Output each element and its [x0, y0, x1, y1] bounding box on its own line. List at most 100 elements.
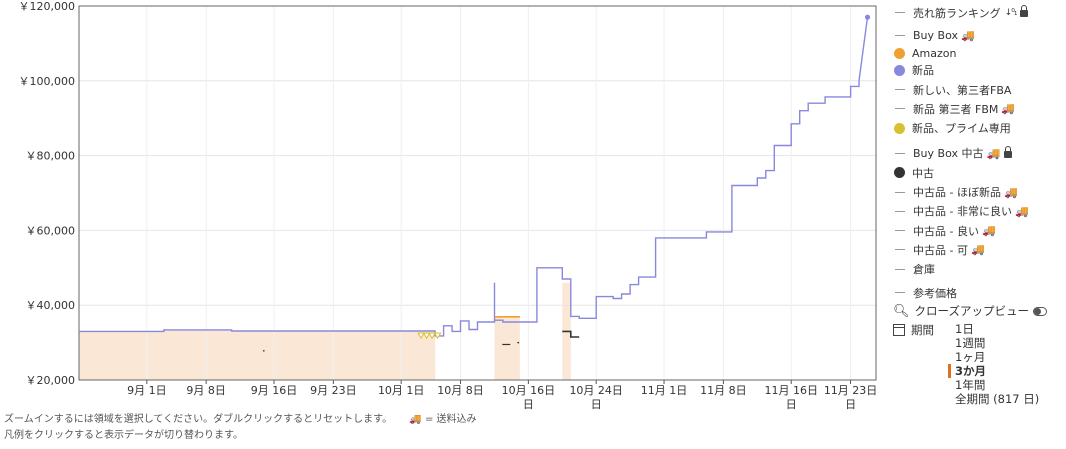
- prime-marker: [417, 332, 425, 340]
- price-fill-area: [494, 316, 520, 380]
- legend-new[interactable]: 新品: [893, 61, 1063, 80]
- prime-dot-icon: [894, 122, 905, 134]
- sort-icon: ↓⁰₁: [1004, 7, 1018, 18]
- y-tick-label: ￥100,000: [19, 75, 76, 88]
- series-line-used: [562, 330, 580, 338]
- period-1-week[interactable]: 1週間: [955, 336, 986, 350]
- legend-warehouse[interactable]: 倉庫: [893, 260, 1063, 279]
- legend-list-price[interactable]: 参考価格: [893, 283, 1063, 302]
- legend-sales-rank[interactable]: 売れ筋ランキング ↓⁰₁: [893, 3, 1063, 22]
- lock-icon: [1020, 5, 1029, 18]
- x-tick-label: 10月 24日: [569, 384, 623, 397]
- x-tick-label-wrap: 日: [786, 398, 797, 411]
- legend-used-like-new-label: 中古品 - ほぼ新品: [913, 186, 1001, 200]
- dash-icon: [895, 191, 905, 193]
- x-tick-label: 11月 23日: [824, 384, 878, 397]
- x-tick-label: 10月 1日: [378, 384, 425, 397]
- legend-warehouse-label: 倉庫: [913, 263, 935, 277]
- used-price-mark: [262, 349, 265, 352]
- y-tick-label: ￥120,000: [19, 0, 76, 13]
- y-tick-label: ￥40,000: [26, 299, 76, 312]
- x-tick-label: 11月 1日: [641, 384, 688, 397]
- dash-icon: [895, 35, 905, 37]
- new-dot-icon: [894, 64, 905, 76]
- legend-used-very-good-label: 中古品 - 非常に良い: [913, 205, 1012, 219]
- series-line-new: [79, 17, 869, 337]
- legend-used-good[interactable]: 中古品 - 良い 🚚: [893, 221, 1063, 240]
- legend-amazon[interactable]: Amazon: [893, 46, 1063, 61]
- legend-new-prime-label: 新品、プライム専用: [912, 122, 1011, 136]
- dash-icon: [895, 268, 905, 270]
- x-tick-label: 11月 8日: [700, 384, 747, 397]
- truck-icon: 🚚: [409, 414, 422, 425]
- lock-icon: [1004, 145, 1013, 158]
- amazon-dot-icon: [894, 47, 905, 59]
- legend-used-good-label: 中古品 - 良い: [913, 224, 979, 238]
- x-tick-label-wrap: 日: [523, 398, 534, 411]
- legend-new-prime[interactable]: 新品、プライム専用: [893, 118, 1063, 137]
- dash-icon: [895, 292, 905, 293]
- legend-sales-rank-label: 売れ筋ランキング: [913, 6, 1001, 20]
- prime-marker: [433, 332, 442, 340]
- x-tick-label: 10月 8日: [437, 384, 484, 397]
- legend-click-note: 凡例をクリックすると表示データが切り替わります。: [4, 430, 243, 441]
- dash-icon: [895, 12, 905, 14]
- legend-new-3p-fba[interactable]: 新しい、第三者FBA: [893, 80, 1063, 99]
- legend-buybox[interactable]: Buy Box 🚚: [893, 26, 1063, 45]
- period-all[interactable]: 全期間 (817 日): [955, 392, 1040, 406]
- price-chart[interactable]: ￥120,000 ￥100,000 ￥80,000 ￥60,000 ￥40,000 ￥20…: [0, 0, 890, 449]
- legend-used[interactable]: 中古: [893, 163, 1063, 182]
- x-tick-label-wrap: 日: [591, 398, 602, 411]
- closeup-toggle[interactable]: 🔍︎ クローズアップビュー: [893, 303, 1047, 319]
- toggle-switch-icon[interactable]: [1032, 306, 1047, 316]
- legend-used-acceptable-label: 中古品 - 可: [913, 243, 968, 257]
- x-tick-label: 9月 1日: [127, 384, 167, 397]
- y-tick-label: ￥80,000: [26, 150, 76, 163]
- x-tick-label: 9月 16日: [251, 384, 298, 397]
- prime-marker: [422, 332, 431, 340]
- x-tick-label-wrap: 日: [845, 398, 856, 411]
- period-label: 期間: [893, 322, 934, 338]
- period-1-year[interactable]: 1年間: [955, 378, 986, 392]
- legend-used-very-good[interactable]: 中古品 - 非常に良い 🚚: [893, 202, 1063, 221]
- used-price-mark: [517, 341, 520, 344]
- legend: 売れ筋ランキング ↓⁰₁ Buy Box 🚚 Amazon 新品 新しい、第三者…: [893, 3, 1063, 302]
- truck-icon: 🚚: [1003, 185, 1018, 199]
- plot-area: [79, 6, 876, 380]
- legend-used-acceptable[interactable]: 中古品 - 可 🚚: [893, 240, 1063, 259]
- dash-icon: [895, 230, 905, 232]
- period-options: 1日 1週間 1ヶ月 3か月 1年間 全期間 (817 日): [948, 322, 1039, 406]
- truck-icon: 🚚: [986, 146, 1001, 160]
- x-tick-label: 9月 8日: [186, 384, 226, 397]
- legend-amazon-label: Amazon: [912, 46, 957, 60]
- shipping-note: = 送料込み: [424, 414, 477, 425]
- legend-buybox-used[interactable]: Buy Box 中古 🚚: [893, 144, 1063, 163]
- legend-new-label: 新品: [912, 64, 934, 78]
- used-dot-icon: [894, 167, 905, 179]
- legend-list-price-label: 参考価格: [913, 286, 957, 300]
- period-1-month[interactable]: 1ヶ月: [955, 350, 986, 364]
- dash-icon: [895, 152, 905, 154]
- dash-icon: [895, 108, 905, 110]
- period-1-day[interactable]: 1日: [955, 322, 974, 336]
- legend-used-like-new[interactable]: 中古品 - ほぼ新品 🚚: [893, 182, 1063, 201]
- zoom-instructions: ズームインするには領域を選択してください。ダブルクリックするとリセットします。 …: [4, 410, 477, 425]
- legend-new-3p-fba-label: 新しい、第三者FBA: [913, 83, 1012, 97]
- truck-icon: 🚚: [1014, 204, 1029, 218]
- legend-used-label: 中古: [912, 166, 934, 180]
- x-tick-label: 10月 16日: [502, 384, 556, 397]
- legend-buybox-used-label: Buy Box 中古: [913, 147, 984, 161]
- magnifier-icon: 🔍︎: [893, 303, 910, 319]
- x-tick-label: 11月 16日: [764, 384, 818, 397]
- zoom-note: ズームインするには領域を選択してください。ダブルクリックするとリセットします。: [4, 414, 393, 425]
- truck-icon: 🚚: [970, 243, 985, 257]
- period-label-text: 期間: [911, 323, 934, 337]
- period-3-months[interactable]: 3か月: [948, 364, 1039, 378]
- prime-marker: [428, 332, 436, 340]
- x-tick-label: 9月 23日: [310, 384, 357, 397]
- series-endpoint: [864, 14, 871, 20]
- closeup-label: クローズアップビュー: [914, 304, 1029, 318]
- price-fill-area: [79, 329, 436, 380]
- dash-icon: [895, 249, 905, 251]
- legend-new-3p-fbm[interactable]: 新品 第三者 FBM 🚚: [893, 99, 1063, 118]
